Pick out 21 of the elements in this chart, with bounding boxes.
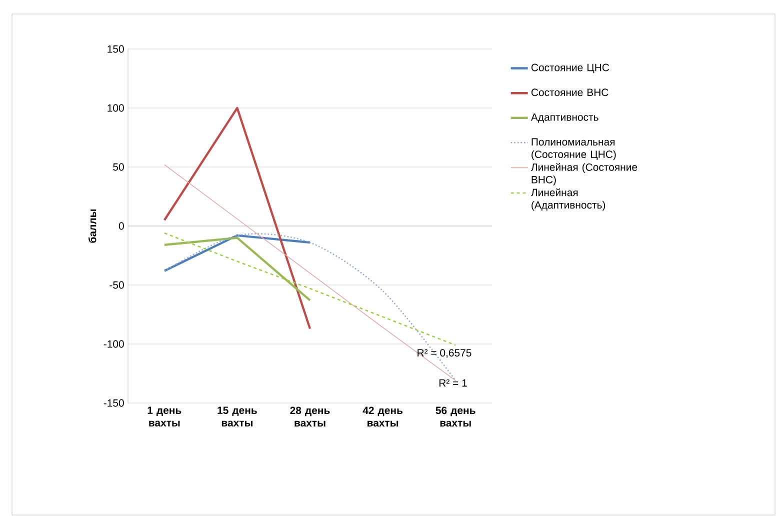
annotation: R² = 1	[439, 379, 467, 387]
x-tick-label: 42 день вахты	[362, 406, 403, 427]
y-tick-label: -100	[104, 340, 124, 348]
y-tick-label: 150	[108, 45, 124, 53]
x-tick-label: 56 день вахты	[436, 406, 476, 427]
legend-label: Состояние ВНС	[531, 88, 608, 96]
y-axis-title: баллы	[88, 209, 96, 243]
legend-label: Линейная (Состояние ВНС)	[531, 163, 638, 186]
legend-label: Адаптивность	[530, 114, 598, 123]
x-tick-label: 1 день вахты	[148, 406, 182, 426]
legend-label: Состояние ЦНС	[531, 64, 610, 74]
x-tick-label: 15 день вахты	[218, 406, 257, 426]
y-tick-label: 0	[118, 222, 124, 230]
legend-label: Линейная (Адаптивность)	[531, 188, 606, 211]
annotation: R² = 0,6575	[418, 349, 472, 358]
y-tick-label: 50	[113, 163, 124, 171]
y-tick-label: -50	[110, 281, 124, 289]
y-tick-label: -150	[104, 399, 124, 407]
legend-label: Полиномиальная (Состояние ЦНС)	[532, 138, 616, 160]
x-tick-label: 28 день вахты	[290, 406, 330, 427]
y-tick-label: 100	[108, 104, 124, 112]
